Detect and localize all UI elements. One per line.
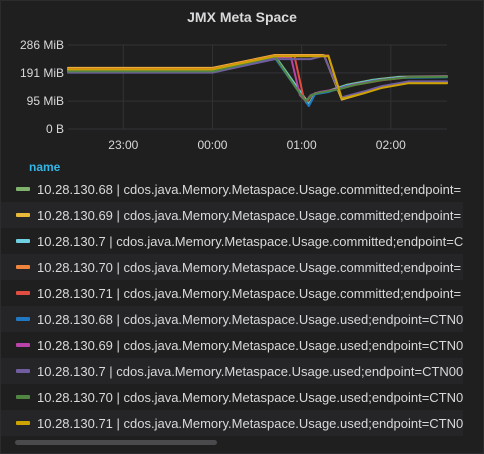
legend-item[interactable]: 10.28.130.7 | cdos.java.Memory.Metaspace… xyxy=(1,228,463,254)
series-line xyxy=(67,54,448,99)
x-tick-label: 23:00 xyxy=(108,138,138,152)
horizontal-scrollbar[interactable] xyxy=(15,440,217,445)
legend-item[interactable]: 10.28.130.70 | cdos.java.Memory.Metaspac… xyxy=(1,254,463,280)
legend-item-label: 10.28.130.69 | cdos.java.Memory.Metaspac… xyxy=(37,207,462,223)
legend-item[interactable]: 10.28.130.71 | cdos.java.Memory.Metaspac… xyxy=(1,280,463,306)
legend-item-label: 10.28.130.70 | cdos.java.Memory.Metaspac… xyxy=(37,259,462,275)
y-tick-label: 286 MiB xyxy=(20,38,64,52)
legend-column-header[interactable]: name xyxy=(29,160,61,174)
legend-item-label: 10.28.130.69 | cdos.java.Memory.Metaspac… xyxy=(37,337,463,353)
legend-item[interactable]: 10.28.130.68 | cdos.java.Memory.Metaspac… xyxy=(1,176,463,202)
legend-item-label: 10.28.130.70 | cdos.java.Memory.Metaspac… xyxy=(37,389,463,405)
legend-color-swatch[interactable] xyxy=(16,343,30,347)
legend-item-label: 10.28.130.68 | cdos.java.Memory.Metaspac… xyxy=(37,181,462,197)
legend-color-swatch[interactable] xyxy=(16,395,30,399)
series-line xyxy=(67,56,448,108)
y-tick-label: 95 MiB xyxy=(27,94,64,108)
legend-color-swatch[interactable] xyxy=(16,317,30,321)
legend-item[interactable]: 10.28.130.68 | cdos.java.Memory.Metaspac… xyxy=(1,306,463,332)
legend-item[interactable]: 10.28.130.69 | cdos.java.Memory.Metaspac… xyxy=(1,202,463,228)
legend-color-swatch[interactable] xyxy=(16,291,30,295)
legend-item-label: 10.28.130.7 | cdos.java.Memory.Metaspace… xyxy=(37,363,463,379)
legend-color-swatch[interactable] xyxy=(16,187,30,191)
legend-item-label: 10.28.130.71 | cdos.java.Memory.Metaspac… xyxy=(37,415,463,431)
x-tick-label: 02:00 xyxy=(376,138,406,152)
legend-color-swatch[interactable] xyxy=(16,369,30,373)
y-tick-label: 191 MiB xyxy=(20,66,64,80)
legend-item[interactable]: 10.28.130.71 | cdos.java.Memory.Metaspac… xyxy=(1,410,463,436)
panel-title[interactable]: JMX Meta Space xyxy=(187,9,297,25)
legend-color-swatch[interactable] xyxy=(16,213,30,217)
legend-item-label: 10.28.130.68 | cdos.java.Memory.Metaspac… xyxy=(37,311,463,327)
legend-color-swatch[interactable] xyxy=(16,239,30,243)
legend-list: 10.28.130.68 | cdos.java.Memory.Metaspac… xyxy=(1,176,463,436)
legend-item[interactable]: 10.28.130.70 | cdos.java.Memory.Metaspac… xyxy=(1,384,463,410)
legend-color-swatch[interactable] xyxy=(16,421,30,425)
x-tick-label: 01:00 xyxy=(287,138,317,152)
legend-item[interactable]: 10.28.130.7 | cdos.java.Memory.Metaspace… xyxy=(1,358,463,384)
legend-color-swatch[interactable] xyxy=(16,265,30,269)
x-tick-label: 00:00 xyxy=(197,138,227,152)
legend-item-label: 10.28.130.7 | cdos.java.Memory.Metaspace… xyxy=(37,233,463,249)
series-line xyxy=(67,55,448,100)
y-tick-label: 0 B xyxy=(46,122,64,136)
legend-item[interactable]: 10.28.130.69 | cdos.java.Memory.Metaspac… xyxy=(1,332,463,358)
metaspace-line-chart[interactable]: 286 MiB 191 MiB 95 MiB 0 B 23:00 00:00 01:00 02… xyxy=(1,1,483,157)
legend-item-label: 10.28.130.71 | cdos.java.Memory.Metaspac… xyxy=(37,285,462,301)
